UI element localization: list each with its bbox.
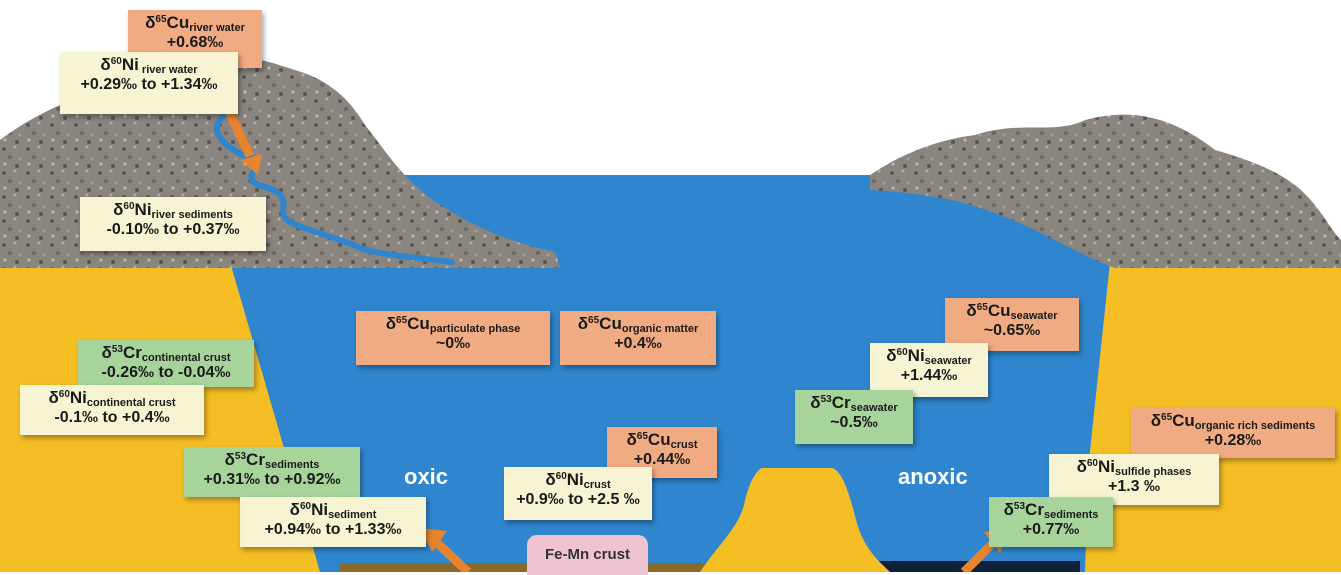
cr-seawater-box: δ53Crseawater ~0.5‰	[795, 390, 913, 444]
ni-continental-crust-box: δ60Nicontinental crust -0.1‰ to +0.4‰	[20, 385, 204, 435]
cr-sediments-anoxic-box: δ53Crsediments +0.77‰	[989, 497, 1113, 547]
ni-river-sediments-box: δ60Niriver sediments -0.10‰ to +0.37‰	[80, 197, 266, 251]
cr-sediments-oxic-box: δ53Crsediments +0.31‰ to +0.92‰	[184, 447, 360, 497]
right-landmass	[870, 114, 1341, 268]
ni-seawater-box: δ60Niseawater +1.44‰	[870, 343, 988, 397]
ni-river-water-box: δ60Ni river water +0.29‰ to +1.34‰	[60, 52, 238, 114]
cu-organic-rich-sediments-box: δ65Cuorganic rich sediments +0.28‰	[1131, 408, 1335, 458]
cr-continental-crust-box: δ53Crcontinental crust -0.26‰ to -0.04‰	[78, 340, 254, 387]
oxic-label: oxic	[404, 464, 449, 489]
anoxic-seafloor	[840, 561, 1080, 572]
fe-mn-crust-label: Fe-Mn crust	[527, 535, 648, 575]
ni-sediment-box: δ60Nisediment +0.94‰ to +1.33‰	[240, 497, 426, 547]
cu-organic-matter-box: δ65Cuorganic matter +0.4‰	[560, 311, 716, 365]
oxic-burial-arrow	[420, 528, 472, 572]
ni-sulfide-phases-box: δ60Nisulfide phases +1.3 ‰	[1049, 454, 1219, 505]
anoxic-label: anoxic	[898, 464, 968, 489]
ni-crust-box: δ60Nicrust +0.9‰ to +2.5 ‰	[504, 467, 652, 520]
cu-seawater-box: δ65Cuseawater ~0.65‰	[945, 298, 1079, 351]
ocean	[230, 175, 1110, 572]
cu-particulate-phase-box: δ65Cuparticulate phase ~0‰	[356, 311, 550, 365]
river	[214, 107, 455, 265]
basin-sill	[700, 468, 890, 572]
